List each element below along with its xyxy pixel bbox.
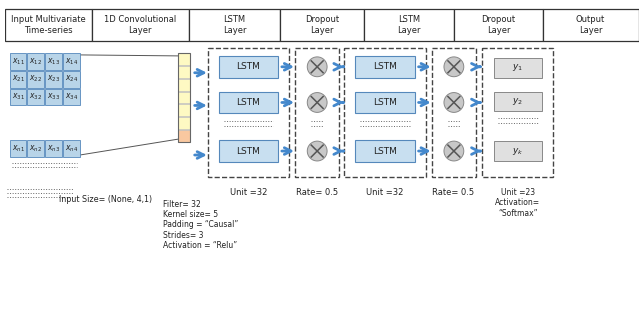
Text: $x_{11}$: $x_{11}$ <box>12 56 24 66</box>
Text: LSTM: LSTM <box>373 62 397 71</box>
Text: Rate= 0.5: Rate= 0.5 <box>432 188 474 197</box>
Text: $y_k$: $y_k$ <box>512 145 524 157</box>
FancyBboxPatch shape <box>45 89 62 105</box>
Text: $x_{21}$: $x_{21}$ <box>12 74 24 85</box>
Text: Unit =32: Unit =32 <box>230 188 267 197</box>
FancyBboxPatch shape <box>219 92 278 113</box>
FancyBboxPatch shape <box>454 9 543 41</box>
FancyBboxPatch shape <box>28 53 44 70</box>
FancyBboxPatch shape <box>28 89 44 105</box>
FancyBboxPatch shape <box>494 58 541 78</box>
Text: Unit =23
Activation=
“Softmax”: Unit =23 Activation= “Softmax” <box>495 188 540 217</box>
FancyBboxPatch shape <box>10 53 26 70</box>
FancyBboxPatch shape <box>280 9 364 41</box>
Text: LSTM: LSTM <box>373 147 397 156</box>
Text: LSTM: LSTM <box>236 147 260 156</box>
FancyBboxPatch shape <box>45 71 62 88</box>
FancyBboxPatch shape <box>355 56 415 78</box>
FancyBboxPatch shape <box>63 140 80 157</box>
Text: LSTM
Layer: LSTM Layer <box>397 16 421 35</box>
Circle shape <box>307 141 327 161</box>
Circle shape <box>444 57 464 77</box>
Text: Dropout
Layer: Dropout Layer <box>481 16 515 35</box>
Text: LSTM: LSTM <box>236 62 260 71</box>
FancyBboxPatch shape <box>219 56 278 78</box>
FancyBboxPatch shape <box>10 140 26 157</box>
Text: $x_{12}$: $x_{12}$ <box>29 56 42 66</box>
Text: $x_{n4}$: $x_{n4}$ <box>65 143 78 154</box>
FancyBboxPatch shape <box>45 140 62 157</box>
FancyBboxPatch shape <box>178 130 190 142</box>
Text: $x_{n2}$: $x_{n2}$ <box>29 143 42 154</box>
Text: $y_2$: $y_2$ <box>512 96 524 107</box>
Text: $x_{31}$: $x_{31}$ <box>12 92 24 102</box>
FancyBboxPatch shape <box>178 79 190 90</box>
Text: $x_{13}$: $x_{13}$ <box>47 56 60 66</box>
Circle shape <box>307 57 327 77</box>
FancyBboxPatch shape <box>178 92 190 104</box>
Text: Input Size= (None, 4,1): Input Size= (None, 4,1) <box>59 195 152 204</box>
FancyBboxPatch shape <box>92 9 189 41</box>
Text: Input Multivariate
Time-series: Input Multivariate Time-series <box>11 16 86 35</box>
FancyBboxPatch shape <box>355 140 415 162</box>
Text: $x_{n1}$: $x_{n1}$ <box>12 143 24 154</box>
FancyBboxPatch shape <box>28 71 44 88</box>
FancyBboxPatch shape <box>63 71 80 88</box>
Text: Filter= 32
Kernel size= 5
Padding = “Causal”
Strides= 3
Activation = “Relu”: Filter= 32 Kernel size= 5 Padding = “Cau… <box>163 200 239 250</box>
Text: LSTM: LSTM <box>373 98 397 107</box>
Text: $x_{33}$: $x_{33}$ <box>47 92 60 102</box>
FancyBboxPatch shape <box>4 9 92 41</box>
Text: Dropout
Layer: Dropout Layer <box>305 16 339 35</box>
FancyBboxPatch shape <box>219 140 278 162</box>
Text: $x_{22}$: $x_{22}$ <box>29 74 42 85</box>
Circle shape <box>444 93 464 112</box>
Text: $x_{34}$: $x_{34}$ <box>65 92 78 102</box>
FancyBboxPatch shape <box>63 53 80 70</box>
FancyBboxPatch shape <box>28 140 44 157</box>
Circle shape <box>444 141 464 161</box>
FancyBboxPatch shape <box>10 89 26 105</box>
FancyBboxPatch shape <box>364 9 454 41</box>
FancyBboxPatch shape <box>45 53 62 70</box>
Circle shape <box>307 93 327 112</box>
FancyBboxPatch shape <box>189 9 280 41</box>
FancyBboxPatch shape <box>543 9 639 41</box>
FancyBboxPatch shape <box>63 89 80 105</box>
Text: $y_1$: $y_1$ <box>512 62 524 73</box>
FancyBboxPatch shape <box>494 141 541 161</box>
Text: Unit =32: Unit =32 <box>366 188 404 197</box>
Text: 1D Convolutional
Layer: 1D Convolutional Layer <box>104 16 177 35</box>
FancyBboxPatch shape <box>178 117 190 129</box>
Text: LSTM
Layer: LSTM Layer <box>223 16 246 35</box>
FancyBboxPatch shape <box>494 92 541 111</box>
Text: $x_{23}$: $x_{23}$ <box>47 74 60 85</box>
FancyBboxPatch shape <box>355 92 415 113</box>
Text: Output
Layer: Output Layer <box>576 16 605 35</box>
FancyBboxPatch shape <box>10 71 26 88</box>
FancyBboxPatch shape <box>178 105 190 116</box>
Text: $x_{14}$: $x_{14}$ <box>65 56 78 66</box>
Text: LSTM: LSTM <box>236 98 260 107</box>
Text: $x_{32}$: $x_{32}$ <box>29 92 42 102</box>
FancyBboxPatch shape <box>178 66 190 78</box>
Text: $x_{24}$: $x_{24}$ <box>65 74 78 85</box>
FancyBboxPatch shape <box>178 53 190 65</box>
Text: Rate= 0.5: Rate= 0.5 <box>296 188 338 197</box>
Text: $x_{n3}$: $x_{n3}$ <box>47 143 60 154</box>
